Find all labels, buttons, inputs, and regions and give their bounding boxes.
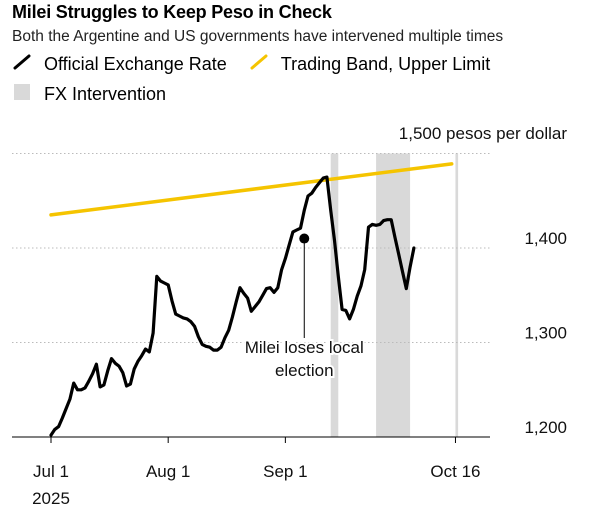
chart-title: Milei Struggles to Keep Peso in Check xyxy=(12,2,332,22)
fx-intervention-band xyxy=(330,153,339,437)
legend-swatch-official xyxy=(12,54,32,75)
annotation-text-line2: election xyxy=(275,361,334,380)
annotation-text-line1: Milei loses local xyxy=(245,338,364,357)
x-tick-label: Aug 1 xyxy=(146,462,190,481)
y-unit-label: 1,500 pesos per dollar xyxy=(399,124,568,143)
y-tick-label: 1,200 xyxy=(524,418,567,437)
x-tick-label: Oct 16 xyxy=(430,462,480,481)
legend-label-official: Official Exchange Rate xyxy=(44,54,227,74)
legend-label-band: Trading Band, Upper Limit xyxy=(280,54,491,74)
legend-row-2: FX Intervention xyxy=(12,84,166,105)
series-official-rate xyxy=(49,175,416,437)
series-trading-band xyxy=(49,162,454,217)
chart-subtitle: Both the Argentine and US governments ha… xyxy=(12,28,504,45)
legend-swatch-band xyxy=(249,54,269,75)
fx-intervention-band xyxy=(376,153,411,437)
y-tick-label: 1,400 xyxy=(524,229,567,248)
x-tick-label: Sep 1 xyxy=(263,462,307,481)
y-tick-label: 1,300 xyxy=(524,324,567,343)
annotation-dot xyxy=(299,233,310,244)
fx-intervention-band xyxy=(455,153,459,437)
legend-swatch-intervention xyxy=(12,84,32,105)
legend-label-intervention: FX Intervention xyxy=(44,84,167,104)
x-tick-sublabel: 2025 xyxy=(32,489,70,508)
x-tick-label: Jul 1 xyxy=(33,462,69,481)
legend-row-1: Official Exchange Rate Trading Band, Upp… xyxy=(12,54,490,75)
